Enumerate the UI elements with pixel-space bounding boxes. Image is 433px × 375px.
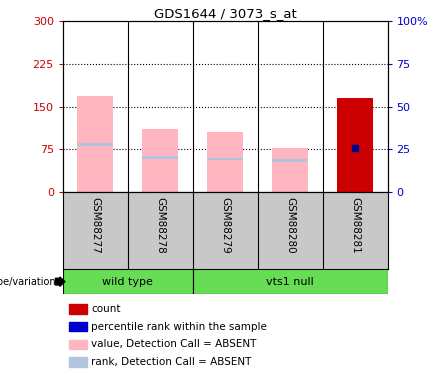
- Text: GSM88278: GSM88278: [155, 197, 165, 254]
- Bar: [142, 156, 178, 159]
- Bar: [272, 159, 308, 162]
- Text: wild type: wild type: [102, 277, 153, 286]
- Bar: [69, 357, 87, 367]
- Bar: [193, 269, 388, 294]
- Bar: [337, 146, 373, 149]
- Text: rank, Detection Call = ABSENT: rank, Detection Call = ABSENT: [91, 357, 251, 367]
- Text: GSM88279: GSM88279: [220, 197, 230, 254]
- Bar: [78, 143, 113, 146]
- Text: count: count: [91, 304, 120, 314]
- Text: genotype/variation: genotype/variation: [0, 277, 56, 286]
- Text: vts1 null: vts1 null: [266, 277, 314, 286]
- Text: percentile rank within the sample: percentile rank within the sample: [91, 322, 267, 332]
- Bar: [63, 269, 193, 294]
- Bar: [207, 158, 243, 160]
- Bar: [69, 339, 87, 349]
- Text: GSM88280: GSM88280: [285, 197, 295, 254]
- Bar: [337, 98, 373, 192]
- Text: value, Detection Call = ABSENT: value, Detection Call = ABSENT: [91, 339, 256, 350]
- Text: GSM88277: GSM88277: [90, 197, 100, 254]
- Bar: [272, 148, 308, 192]
- Bar: [337, 98, 373, 192]
- Bar: [207, 132, 243, 192]
- Bar: [69, 322, 87, 332]
- Bar: [78, 96, 113, 192]
- Title: GDS1644 / 3073_s_at: GDS1644 / 3073_s_at: [154, 7, 297, 20]
- Text: GSM88281: GSM88281: [350, 197, 360, 254]
- Bar: [142, 129, 178, 192]
- Bar: [69, 304, 87, 314]
